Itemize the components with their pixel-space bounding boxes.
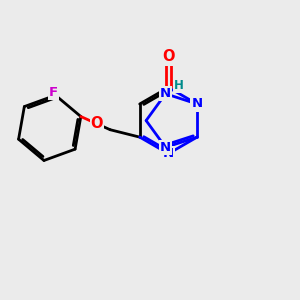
Text: N: N	[160, 87, 171, 100]
Text: O: O	[91, 116, 103, 131]
Text: N: N	[191, 98, 203, 110]
Text: O: O	[162, 50, 175, 64]
Text: N: N	[163, 147, 174, 160]
Text: H: H	[173, 79, 183, 92]
Text: N: N	[160, 141, 171, 154]
Text: F: F	[49, 86, 58, 99]
